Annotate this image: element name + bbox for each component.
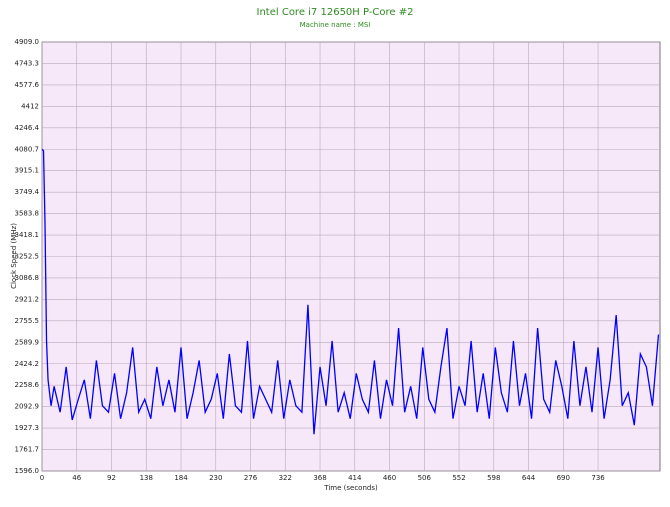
y-tick-label: 2258.6	[15, 381, 40, 389]
x-tick-label: 276	[244, 474, 258, 482]
y-tick-label: 2921.2	[15, 295, 40, 303]
y-tick-label: 3915.1	[15, 167, 40, 175]
x-tick-label: 460	[383, 474, 396, 482]
y-tick-label: 4909.0	[15, 38, 40, 46]
y-tick-label: 1927.3	[15, 424, 40, 432]
data-line	[41, 148, 660, 435]
x-tick-label: 414	[348, 474, 362, 482]
chart-title: Intel Core i7 12650H P-Core #2	[257, 7, 414, 18]
y-tick-label: 2424.2	[15, 360, 40, 368]
y-tick-label: 4743.3	[15, 59, 40, 67]
x-tick-label: 230	[209, 474, 222, 482]
y-tick-label: 4577.6	[15, 81, 40, 89]
y-tick-label: 3749.4	[15, 188, 40, 196]
x-tick-label: 92	[107, 474, 116, 482]
chart-subtitle: Machine name : MSI	[300, 21, 371, 29]
x-tick-label: 184	[174, 474, 188, 482]
y-axis-label: Clock Speed (MHz)	[10, 223, 18, 289]
y-tick-label: 1761.7	[15, 446, 40, 454]
x-tick-label: 0	[40, 474, 44, 482]
y-tick-label: 4246.4	[15, 124, 40, 132]
x-tick-label: 46	[72, 474, 81, 482]
y-tick-label: 3252.5	[15, 253, 40, 261]
x-tick-label: 138	[140, 474, 153, 482]
y-tick-label: 1596.0	[15, 467, 40, 475]
x-tick-label: 736	[591, 474, 605, 482]
x-tick-label: 368	[313, 474, 326, 482]
x-tick-label: 690	[557, 474, 570, 482]
y-tick-label: 3086.8	[15, 274, 40, 282]
x-tick-label: 598	[487, 474, 500, 482]
y-tick-label: 4080.7	[15, 145, 40, 153]
y-tick-label: 2755.5	[15, 317, 40, 325]
x-tick-label: 644	[522, 474, 536, 482]
x-axis-label: Time (seconds)	[323, 484, 378, 492]
y-tick-label: 2589.9	[15, 338, 40, 346]
y-tick-label: 4412	[21, 102, 39, 110]
y-tick-label: 3583.8	[15, 210, 40, 218]
y-tick-label: 3418.1	[15, 231, 40, 239]
x-tick-label: 552	[452, 474, 465, 482]
x-tick-label: 506	[418, 474, 432, 482]
x-tick-label: 322	[279, 474, 292, 482]
y-tick-label: 2092.9	[15, 403, 40, 411]
